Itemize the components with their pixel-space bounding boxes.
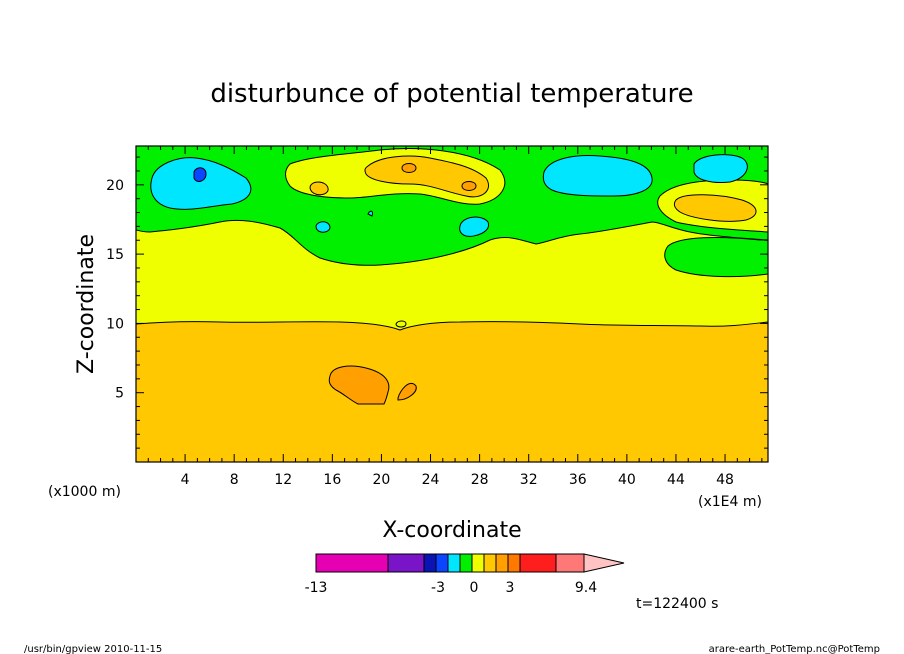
footer-right: arare-earth_PotTemp.nc@PotTemp: [709, 644, 880, 654]
blob-orange-right: [673, 194, 757, 222]
y-tick-label: 10: [106, 316, 124, 332]
x-tick-label: 44: [667, 472, 685, 488]
x-tick-label: 4: [181, 472, 190, 488]
y-tick-label: 20: [106, 178, 124, 194]
colorbar-swatch: [423, 553, 437, 573]
plot-frame: [135, 145, 769, 463]
x-tick-label: 48: [716, 472, 734, 488]
blob-cyan-small: [459, 216, 490, 237]
colorbar-swatch: [555, 553, 585, 573]
blob-yellow-island: [395, 320, 407, 328]
colorbar-swatch: [495, 553, 509, 573]
blob-blue: [193, 167, 207, 182]
colorbar-swatch: [507, 553, 521, 573]
colorbar-swatch: [471, 553, 485, 573]
blob-orange-top: [364, 155, 489, 198]
x-tick-label: 8: [230, 472, 239, 488]
y-tick-label: 5: [115, 386, 124, 402]
colorbar-swatch: [459, 553, 473, 573]
blob-cyan-tiny: [315, 221, 331, 233]
y-axis-label: Z-coordinate: [74, 234, 99, 374]
blob-darkorange-1: [401, 163, 417, 173]
x-tick-label: 36: [569, 472, 587, 488]
x-unit-label: (x1E4 m): [698, 494, 762, 510]
colorbar-swatch: [483, 553, 497, 573]
blob-green-right: [664, 237, 769, 278]
x-tick-label: 12: [274, 472, 292, 488]
y-unit-label: (x1000 m): [48, 484, 121, 500]
blob-cyan-right: [693, 154, 748, 183]
time-label: t=122400 s: [636, 596, 718, 612]
colorbar-label: 9.4: [575, 580, 597, 596]
colorbar-swatch: [519, 553, 557, 573]
colorbar-label: -3: [431, 580, 445, 596]
colorbar-swatch: [315, 553, 389, 573]
colorbar-swatch: [387, 553, 425, 573]
blob-darkorange-bottom: [328, 365, 390, 405]
colorbar-label: 0: [470, 580, 479, 596]
footer-left: /usr/bin/gpview 2010-11-15: [24, 644, 162, 654]
colorbar-arrow: [583, 553, 625, 573]
y-tick-label: 15: [106, 247, 124, 263]
colorbar-swatch: [435, 553, 449, 573]
colorbar-label: -13: [305, 580, 328, 596]
colorbar: -13 -3 0 3 9.4: [305, 553, 625, 596]
x-tick-label: 24: [422, 472, 440, 488]
x-axis-label: X-coordinate: [382, 518, 521, 543]
blob-cyan-mid: [542, 155, 653, 197]
blob-cyan-left: [150, 157, 252, 210]
blob-cyan-dot: [367, 210, 373, 217]
blob-darkorange-2: [461, 181, 477, 191]
x-tick-label: 40: [618, 472, 636, 488]
plot-area: [135, 145, 769, 463]
x-tick-label: 32: [520, 472, 538, 488]
colorbar-label: 3: [506, 580, 515, 596]
blob-darkorange-bottom-2: [397, 382, 417, 401]
blob-orange-top-left: [309, 181, 329, 196]
x-tick-label: 16: [323, 472, 341, 488]
chart-title: disturbunce of potential temperature: [210, 79, 693, 109]
colorbar-swatch: [447, 553, 461, 573]
x-tick-label: 28: [471, 472, 489, 488]
x-tick-label: 20: [373, 472, 391, 488]
